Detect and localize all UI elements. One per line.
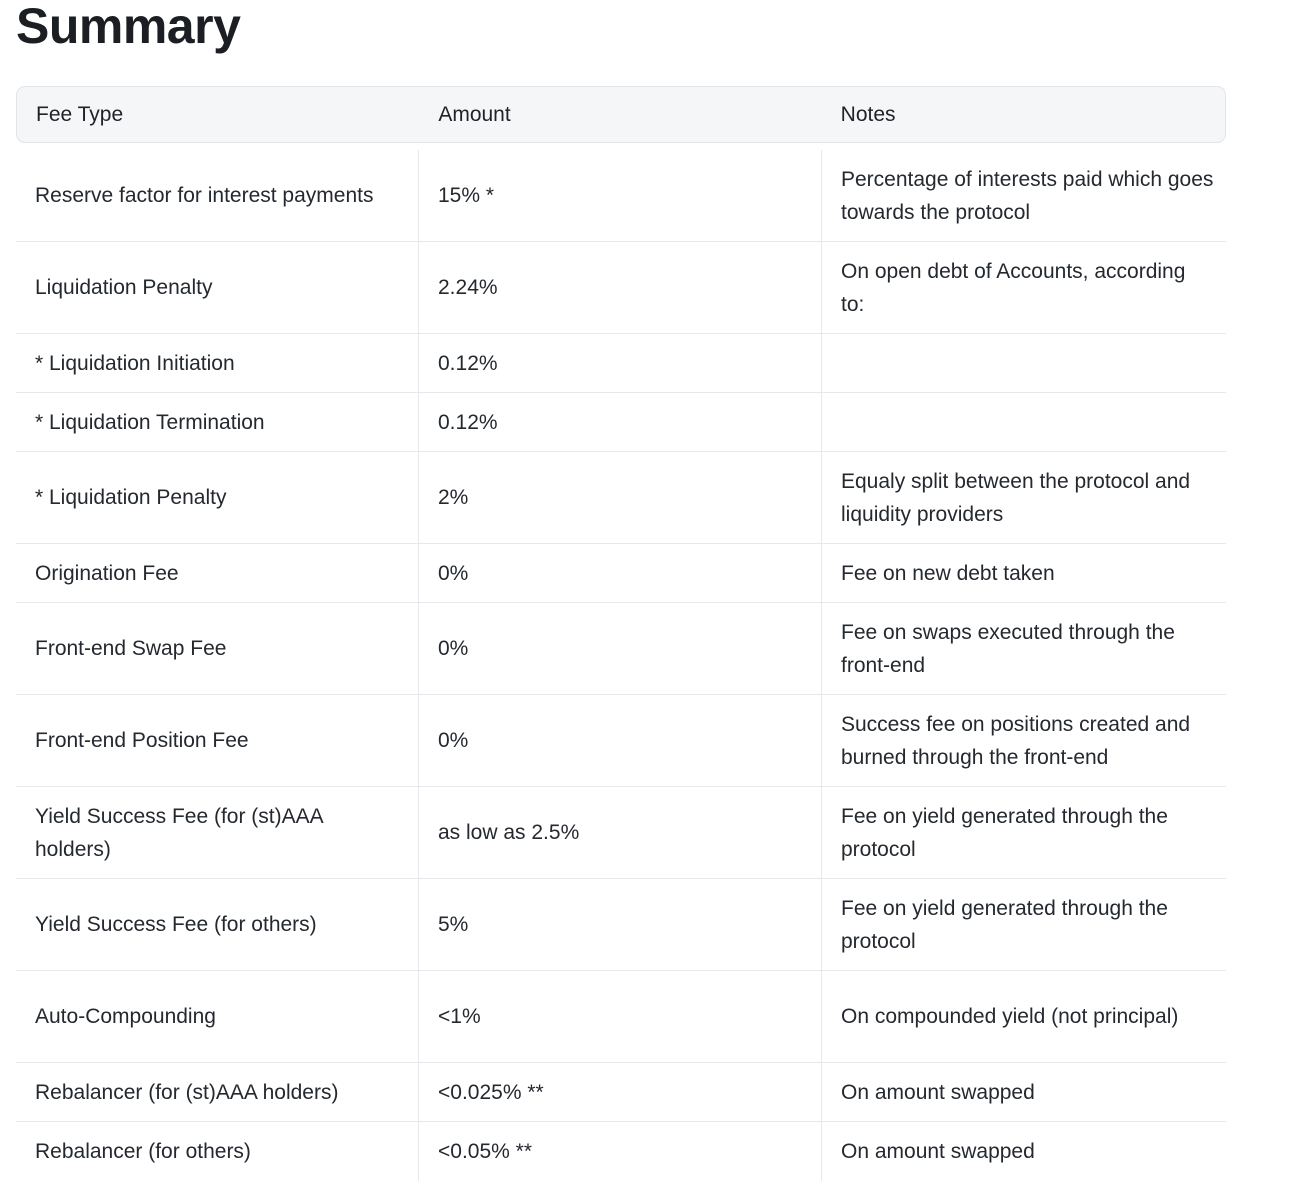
table-row: * Liquidation Initiation 0.12% — [16, 334, 1226, 393]
cell-fee-type: * Liquidation Penalty — [16, 452, 419, 543]
cell-fee-type: Front-end Swap Fee — [16, 603, 419, 694]
table-body: Reserve factor for interest payments 15% … — [16, 150, 1226, 1181]
cell-notes: Percentage of interests paid which goes … — [841, 167, 1214, 224]
cell-fee-type: Rebalancer (for others) — [16, 1122, 419, 1181]
table-row: Liquidation Penalty 2.24% On open debt of … — [16, 242, 1226, 334]
cell-fee-type: Origination Fee — [16, 544, 419, 602]
cell-fee-type: Yield Success Fee (for others) — [16, 879, 419, 970]
cell-notes: On amount swapped — [841, 1140, 1035, 1163]
cell-notes: Fee on swaps executed through the front-… — [841, 620, 1175, 677]
cell-fee-type: Yield Success Fee (for (st)AAA holders) — [16, 787, 419, 878]
cell-fee-type: * Liquidation Initiation — [16, 334, 419, 392]
table-row: * Liquidation Penalty 2% Equaly split betw… — [16, 452, 1226, 544]
cell-fee-type: Auto-Compounding — [16, 971, 419, 1062]
header-notes: Notes — [840, 102, 896, 126]
table-row: Auto-Compounding <1% On compounded yield (… — [16, 971, 1226, 1063]
cell-notes: On compounded yield (not principal) — [841, 1005, 1179, 1028]
cell-amount: <0.05% ** — [419, 1122, 822, 1181]
fee-summary-table: Fee Type Amount Notes Reserve factor for… — [16, 86, 1226, 1181]
header-amount: Amount — [438, 102, 511, 126]
cell-notes — [822, 334, 1226, 392]
cell-fee-type: Liquidation Penalty — [16, 242, 419, 333]
cell-amount: 2% — [419, 452, 822, 543]
cell-amount: as low as 2.5% — [419, 787, 822, 878]
cell-amount: 2.24% — [419, 242, 822, 333]
cell-notes: Fee on yield generated through the proto… — [841, 804, 1168, 861]
table-row: Front-end Swap Fee 0% Fee on swaps execute… — [16, 603, 1226, 695]
cell-amount: 15% * — [419, 150, 822, 241]
table-row: Rebalancer (for others) <0.05% ** On amoun… — [16, 1122, 1226, 1181]
table-row: Yield Success Fee (for (st)AAA holders) a… — [16, 787, 1226, 879]
cell-amount: 5% — [419, 879, 822, 970]
cell-notes: Success fee on positions created and bur… — [841, 712, 1191, 769]
cell-fee-type: Front-end Position Fee — [16, 695, 419, 786]
cell-amount: <1% — [419, 971, 822, 1062]
cell-amount: 0.12% — [419, 393, 822, 451]
header-fee-type: Fee Type — [36, 102, 124, 126]
cell-amount: <0.025% ** — [419, 1063, 822, 1121]
cell-amount: 0% — [419, 544, 822, 602]
cell-notes: Equaly split between the protocol and li… — [841, 469, 1191, 526]
cell-notes: Fee on new debt taken — [841, 561, 1055, 585]
cell-amount: 0.12% — [419, 334, 822, 392]
cell-fee-type: Rebalancer (for (st)AAA holders) — [16, 1063, 419, 1121]
table-header: Fee Type Amount Notes — [16, 86, 1226, 143]
cell-amount: 0% — [419, 695, 822, 786]
table-row: * Liquidation Termination 0.12% — [16, 393, 1226, 452]
cell-fee-type: * Liquidation Termination — [16, 393, 419, 451]
table-row: Rebalancer (for (st)AAA holders) <0.025% … — [16, 1063, 1226, 1122]
cell-notes — [822, 393, 1226, 451]
table-row: Front-end Position Fee 0% Success fee on p… — [16, 695, 1226, 787]
table-row: Origination Fee 0% Fee on new debt taken — [16, 544, 1226, 603]
cell-notes: On amount swapped — [841, 1080, 1035, 1104]
cell-fee-type: Reserve factor for interest payments — [16, 150, 419, 241]
cell-amount: 0% — [419, 603, 822, 694]
cell-notes: On open debt of Accounts, according to: — [841, 259, 1186, 316]
table-row: Reserve factor for interest payments 15% … — [16, 150, 1226, 242]
cell-notes: Fee on yield generated through the proto… — [841, 896, 1168, 953]
page-title: Summary — [16, 0, 241, 54]
table-row: Yield Success Fee (for others) 5% Fee on y… — [16, 879, 1226, 971]
